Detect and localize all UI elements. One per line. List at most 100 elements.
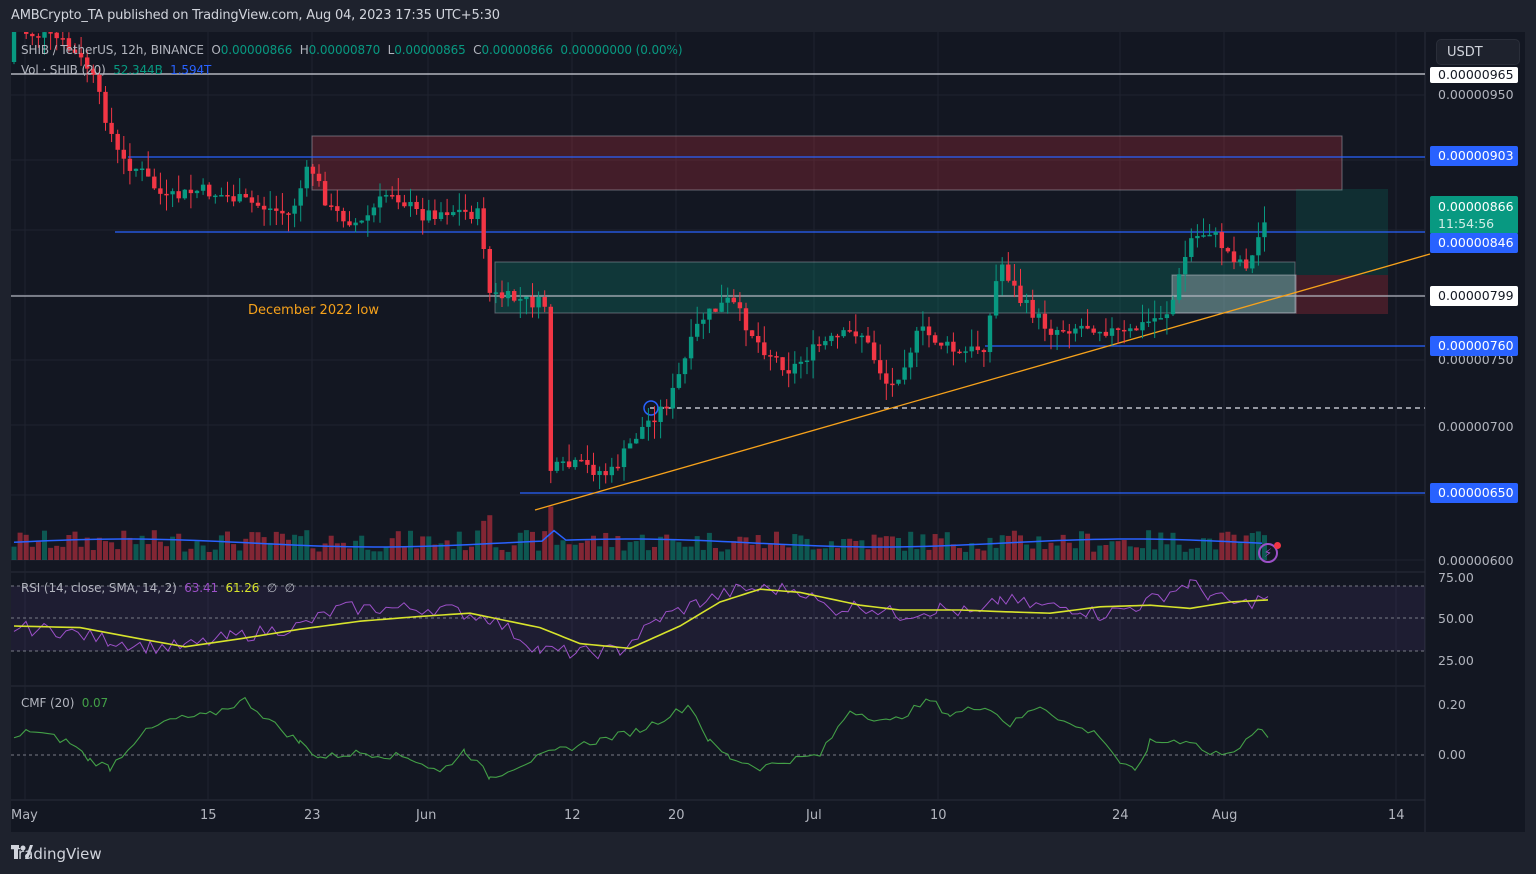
candle-body [42,32,47,38]
candle-body [1073,328,1078,334]
volume-bar [743,537,749,560]
candle-body [219,195,224,197]
notification-dot-icon [1274,542,1281,549]
candle-body [115,133,120,150]
time-tick: May [11,808,38,823]
candle-body [914,330,919,353]
volume-bar [621,550,627,560]
chart-area[interactable] [0,32,1536,832]
volume-bar [267,542,273,560]
volume-bar [792,534,798,560]
lightning-alert-icon[interactable]: ⚡ [1258,543,1278,563]
price-tag-0000846[interactable]: 0.00000846 [1430,233,1518,253]
candle-body [597,471,602,475]
volume-bar [127,537,133,560]
rsi-label[interactable]: RSI (14, close, SMA, 14, 2) [21,581,177,595]
candle-body [54,32,59,39]
candle-body [512,291,517,301]
symbol-label[interactable]: SHIB / TetherUS, 12h, BINANCE [21,43,204,57]
rsi-sma-value: 61.26 [225,581,260,595]
candle-body [963,351,968,353]
candle-body [280,210,285,214]
volume-bar [90,550,96,560]
candle-body [1152,318,1157,322]
rsi-legend: RSI (14, close, SMA, 14, 2) 63.41 61.26 … [21,581,295,595]
price-tag-0000965[interactable]: 0.00000965 [1430,67,1518,83]
candle-body [554,461,560,471]
candle-body [1176,274,1182,300]
volume-bar [170,536,176,560]
december-low-annotation[interactable]: December 2022 low [248,303,379,318]
price-tag-0000650[interactable]: 0.00000650 [1430,483,1518,503]
candle-body [926,326,932,336]
candle-body [274,208,279,211]
volume-label[interactable]: Vol · SHIB (20) [21,63,106,77]
volume-bar [1127,546,1133,560]
candle-body [146,168,151,177]
candle-body [975,346,980,351]
volume-bar [279,533,285,560]
volume-bar [517,532,523,560]
volume-bar [920,534,926,560]
candle-body [255,202,261,206]
candle-body [542,296,547,307]
volume-bar [182,551,188,560]
volume-bar [615,535,621,560]
time-tick: 24 [1112,808,1129,823]
cmf-label[interactable]: CMF (20) [21,696,75,710]
tradingview-logo[interactable]: TradingView [11,845,102,863]
volume-bar [450,548,456,560]
chart-canvas[interactable] [0,32,1536,832]
candle-body [30,33,35,37]
volume-bar [1207,538,1213,560]
candle-body [213,195,218,198]
volume-bar [29,546,35,560]
ascending-trendline [534,253,1431,511]
candle-body [749,330,755,337]
volume-bar [35,541,41,560]
currency-button[interactable]: USDT [1436,39,1520,65]
volume-bar [1231,534,1237,560]
volume-bar [334,543,340,560]
candle-body [1189,238,1194,257]
candle-body [139,168,145,171]
volume-bar [475,530,481,560]
volume-bar [1085,533,1091,560]
candle-body [829,335,834,342]
candle-body [865,335,871,343]
rsi-value: 63.41 [184,581,219,595]
price-tag-0000903[interactable]: 0.00000903 [1430,146,1518,166]
volume-bar [151,530,157,560]
candle-body [72,49,78,53]
candle-body [487,249,492,293]
volume-bar [877,537,883,560]
candle-body [322,181,328,206]
candle-body [420,209,425,221]
time-tick: 14 [1388,808,1405,823]
candle-body [817,344,822,346]
volume-bar [340,542,346,560]
price-tag-0000799[interactable]: 0.00000799 [1430,286,1518,306]
candle-body [591,464,596,475]
candle-body [688,336,694,359]
candle-body [182,189,187,199]
rsi-line [13,579,1269,660]
volume-bar [1024,544,1030,560]
candle-body [1024,299,1029,303]
volume-bar [725,549,731,560]
left-border [0,32,11,832]
candle-body [621,448,627,468]
volume-bar [225,531,230,560]
candle-body [902,367,907,380]
volume-bar [560,540,566,560]
volume-bar [383,546,389,560]
candle-body [530,296,535,308]
candle-body [207,184,212,197]
volume-bar [1060,534,1066,560]
current-price-tag[interactable]: 0.00000866 11:54:56 [1430,196,1518,234]
volume-bar [444,540,450,560]
volume-bar [1091,551,1097,560]
price-tag-0000760[interactable]: 0.00000760 [1430,336,1518,356]
candle-body [1067,331,1072,334]
volume-bar [1243,535,1249,560]
